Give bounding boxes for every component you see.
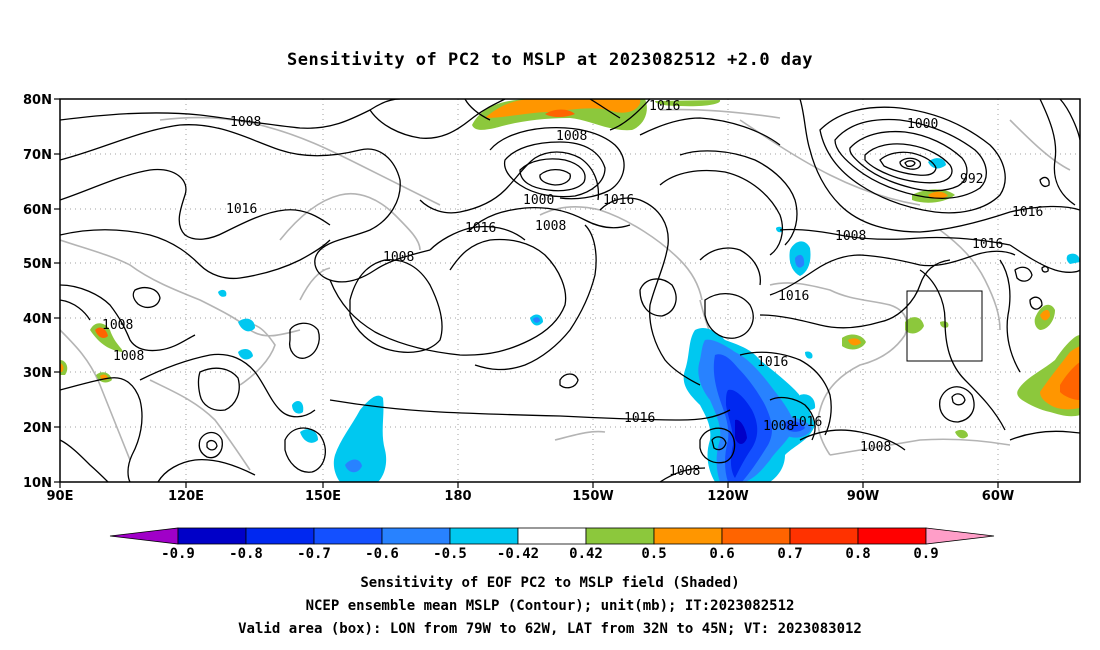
colorbar-label: -0.42	[497, 546, 539, 562]
contour-label: 1000	[907, 117, 938, 132]
lon-tick-label: 150E	[305, 489, 341, 504]
contour-labels: 1016 1008 1008 1000 1016 1008 1000 992 1…	[102, 99, 1043, 479]
contour-label: 1000	[523, 193, 554, 208]
colorbar-label: 0.7	[777, 546, 802, 562]
colorbar-swatch	[653, 527, 723, 545]
colorbar-label: 0.9	[913, 546, 938, 562]
colorbar-swatch	[177, 527, 247, 545]
contour-label: 1016	[778, 289, 809, 304]
caption-line-1: Sensitivity of EOF PC2 to MSLP field (Sh…	[360, 575, 740, 591]
lat-tick-label: 50N	[23, 257, 52, 272]
longitude-labels: 90E 120E 150E 180 150W 120W 90W 60W	[47, 489, 1015, 504]
axis-ticks	[54, 98, 999, 488]
lat-tick-label: 80N	[23, 93, 52, 108]
lon-tick-label: 180	[444, 489, 471, 504]
contour-label: 1008	[556, 129, 587, 144]
contour-label: 1016	[972, 237, 1003, 252]
lon-tick-label: 150W	[572, 489, 613, 504]
colorbar-swatch	[517, 527, 587, 545]
lat-tick-label: 40N	[23, 312, 52, 327]
colorbar-swatch	[857, 527, 927, 545]
contour-label: 1008	[113, 349, 144, 364]
contour-label: 1008	[383, 250, 414, 265]
caption-line-2: NCEP ensemble mean MSLP (Contour); unit(…	[305, 598, 795, 614]
lat-tick-label: 60N	[23, 203, 52, 218]
lat-tick-label: 10N	[23, 476, 52, 491]
contour-label: 1016	[603, 193, 634, 208]
contour-label: 1008	[230, 115, 261, 130]
colorbar-label: -0.8	[229, 546, 263, 562]
lat-tick-label: 30N	[23, 366, 52, 381]
contour-label: 1008	[669, 464, 700, 479]
latitude-labels: 80N 70N 60N 50N 40N 30N 20N 10N	[23, 93, 52, 491]
contour-label: 1016	[226, 202, 257, 217]
colorbar-swatch	[245, 527, 315, 545]
colorbar-swatch	[449, 527, 519, 545]
colorbar-swatch	[313, 527, 383, 545]
contour-label: 992	[960, 172, 983, 187]
lon-tick-label: 120E	[168, 489, 204, 504]
contour-label: 1008	[763, 419, 794, 434]
contour-label: 1016	[624, 411, 655, 426]
colorbar-label: -0.7	[297, 546, 331, 562]
colorbar-label: 0.42	[569, 546, 603, 562]
contour-label: 1008	[860, 440, 891, 455]
sensitivity-shading	[60, 99, 1080, 482]
colorbar-label: 0.6	[709, 546, 734, 562]
valid-area-box	[906, 290, 983, 362]
contour-label: 1016	[1012, 205, 1043, 220]
colorbar-label: -0.9	[161, 546, 195, 562]
colorbar-label: -0.5	[433, 546, 467, 562]
colorbar-arrow-high	[925, 527, 995, 545]
contour-label: 1016	[791, 415, 822, 430]
lon-tick-label: 60W	[982, 489, 1014, 504]
contour-label: 1008	[535, 219, 566, 234]
colorbar-arrow-low	[109, 527, 179, 545]
lat-tick-label: 20N	[23, 421, 52, 436]
colorbar-label: -0.6	[365, 546, 399, 562]
contour-label: 1016	[757, 355, 788, 370]
colorbar-swatch	[381, 527, 451, 545]
lon-tick-label: 120W	[707, 489, 748, 504]
contour-label: 1016	[465, 221, 496, 236]
lon-tick-label: 90E	[47, 489, 74, 504]
colorbar-label: 0.5	[641, 546, 666, 562]
contour-label: 1008	[102, 318, 133, 333]
lon-tick-label: 90W	[847, 489, 879, 504]
plot-frame	[59, 98, 1081, 483]
colorbar-label: 0.8	[845, 546, 870, 562]
lat-tick-label: 70N	[23, 148, 52, 163]
contour-label: 1016	[649, 99, 680, 114]
colorbar: -0.9 -0.8 -0.7 -0.6 -0.5 -0.42 0.42 0.5 0.6 0.7 0.…	[109, 527, 995, 562]
caption-line-3: Valid area (box): LON from 79W to 62W, L…	[238, 621, 862, 637]
colorbar-swatch	[585, 527, 655, 545]
contour-label: 1008	[835, 229, 866, 244]
map-title: Sensitivity of PC2 to MSLP at 2023082512…	[286, 50, 813, 70]
colorbar-swatch	[721, 527, 791, 545]
mslp-contours	[60, 99, 1080, 482]
colorbar-swatch	[789, 527, 859, 545]
